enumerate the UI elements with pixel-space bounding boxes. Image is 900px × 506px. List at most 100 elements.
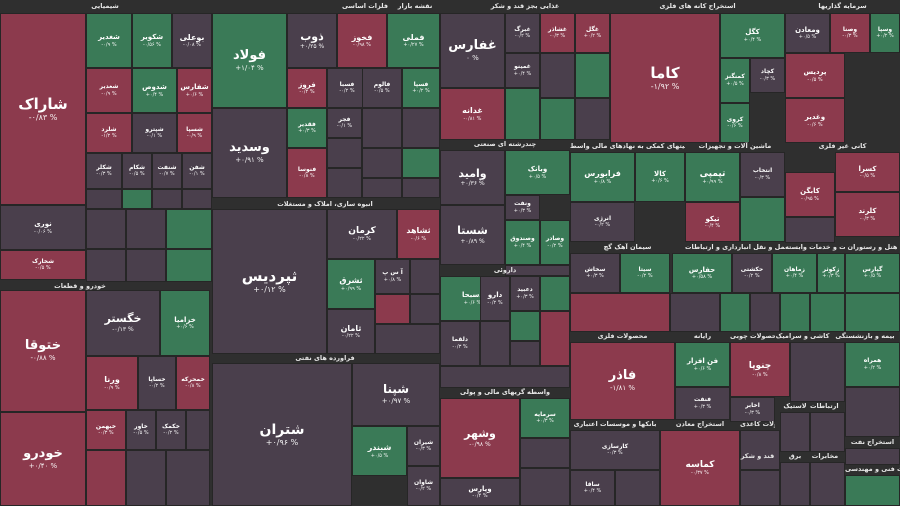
minor-stock-tile[interactable] <box>810 293 845 332</box>
stock-tile-thaman[interactable]: ثامان -۰/۲۲ % <box>327 309 375 354</box>
stock-tile-thshargh[interactable]: ثشرق +۰/۹۹ % <box>327 259 375 309</box>
stock-tile-entekhab[interactable]: انتخاب -۰/۳ % <box>740 152 785 197</box>
stock-tile-vghadir[interactable]: وغدیر -۰/۶ % <box>785 98 845 143</box>
stock-tile-kabgen[interactable]: کابگن -۰/۹۵ % <box>785 172 835 217</box>
stock-tile-shpna[interactable]: شپنا +۰/۹۷ % <box>352 363 440 426</box>
minor-stock-tile[interactable] <box>570 293 670 332</box>
minor-stock-tile[interactable] <box>540 311 570 366</box>
stock-tile-fnoosa[interactable]: فنوسا -۰/۸ % <box>287 148 327 198</box>
minor-stock-tile[interactable] <box>166 249 212 282</box>
stock-tile-thshahed[interactable]: ثشاهد -۰/۶ % <box>397 209 440 259</box>
stock-tile-sita[interactable]: سیتا -۰/۲ % <box>620 253 670 293</box>
stock-tile-vpars[interactable]: وپارس -۰/۴ % <box>440 478 520 506</box>
minor-stock-tile[interactable] <box>845 475 900 506</box>
minor-stock-tile[interactable] <box>810 412 845 452</box>
stock-tile-fjar[interactable]: فجر -۰/۱ % <box>327 108 362 138</box>
stock-tile-hfars[interactable]: حفارس +۰/۵۸ % <box>672 253 732 293</box>
stock-tile-shgadir[interactable]: شغدیر -۰/۹ % <box>86 13 132 68</box>
minor-stock-tile[interactable] <box>186 410 210 450</box>
stock-tile-gpars[interactable]: گپارس +۰/۵ % <box>845 253 900 293</box>
stock-tile-khzar[interactable]: خاور -۰/۵ % <box>126 410 156 450</box>
stock-tile-karsaz[interactable]: کارسازی -۰/۳ % <box>570 430 660 470</box>
stock-tile-shekam[interactable]: شکام -۰/۵ % <box>122 153 152 189</box>
stock-tile-khbahman[interactable]: خبهمن -۰/۳ % <box>86 410 126 450</box>
stock-tile-zkosar[interactable]: زکوثر +۰/۳ % <box>817 253 845 293</box>
stock-tile-kmase[interactable]: کماسه -۰/۳۷ % <box>660 430 740 506</box>
stock-tile-shgadir[interactable]: شغدیر -۰/۹ % <box>86 68 132 113</box>
stock-tile-verna[interactable]: ورنا -۰/۹ % <box>86 356 138 410</box>
minor-stock-tile[interactable] <box>780 462 810 506</box>
stock-tile-saqa[interactable]: ساقا +۰/۴ % <box>570 470 615 506</box>
minor-stock-tile[interactable] <box>670 293 720 332</box>
stock-tile-frabourse[interactable]: فرابورس +۰/۸ % <box>570 152 635 202</box>
minor-stock-tile[interactable] <box>540 53 575 98</box>
stock-tile-fmeli[interactable]: فملی +۰/۲۷ % <box>387 13 440 68</box>
minor-stock-tile[interactable] <box>520 468 570 506</box>
stock-tile-fqadir[interactable]: فقدیر +۰/۳ % <box>287 108 327 148</box>
stock-tile-ghgol[interactable]: غگل +۰/۲ % <box>575 13 610 53</box>
minor-stock-tile[interactable] <box>505 265 570 276</box>
minor-stock-tile[interactable] <box>740 470 780 506</box>
minor-stock-tile[interactable] <box>126 249 166 282</box>
minor-stock-tile[interactable] <box>845 448 900 465</box>
stock-tile-zob[interactable]: ذوب +۰/۲۵ % <box>287 13 337 68</box>
minor-stock-tile[interactable] <box>410 259 440 294</box>
minor-stock-tile[interactable] <box>510 341 540 366</box>
minor-stock-tile[interactable] <box>166 450 210 506</box>
minor-stock-tile[interactable] <box>362 148 402 178</box>
stock-tile-asprey[interactable]: آ س پ +۰/۸ % <box>375 259 410 294</box>
stock-tile-fnaft[interactable]: فنفت +۰/۳ % <box>675 387 730 420</box>
stock-tile-shbandar[interactable]: شبندر +۰/۵ % <box>352 426 407 476</box>
minor-stock-tile[interactable] <box>720 293 750 332</box>
stock-tile-shavan[interactable]: شاوان -۰/۲ % <box>407 466 440 506</box>
stock-tile-ghshazar[interactable]: غشاذر -۰/۳ % <box>540 13 575 53</box>
stock-tile-vsaderat[interactable]: وصادر -۰/۲ % <box>540 220 570 265</box>
minor-stock-tile[interactable] <box>166 209 212 249</box>
stock-tile-shsta[interactable]: شستا +۰/۸۹ % <box>440 205 505 265</box>
stock-tile-thpardis[interactable]: ثپردیس +۰/۱۲ % <box>212 209 327 354</box>
stock-tile-ghbarg[interactable]: غبرگ -۰/۲ % <box>505 13 540 53</box>
stock-tile-shspa[interactable]: شسپا -۰/۹ % <box>177 113 212 153</box>
stock-tile-khkaman[interactable]: خکمک -۰/۲ % <box>156 410 186 450</box>
stock-tile-shdoos[interactable]: شدوص +۰/۴ % <box>132 68 177 113</box>
minor-stock-tile[interactable] <box>520 438 570 468</box>
stock-tile-vbank[interactable]: وبانک +۰/۵ % <box>505 150 570 195</box>
stock-tile-fkhoz[interactable]: فخوز -۰/۹۸ % <box>337 13 387 68</box>
stock-tile-dloqma[interactable]: دلقما -۰/۳ % <box>440 321 480 366</box>
minor-stock-tile[interactable] <box>510 311 540 341</box>
minor-stock-tile[interactable] <box>845 293 900 332</box>
minor-stock-tile[interactable] <box>410 294 440 324</box>
minor-stock-tile[interactable] <box>740 430 780 470</box>
stock-tile-shlard[interactable]: شلرد -۱/۲ % <box>86 113 132 153</box>
stock-tile-khzamia[interactable]: خزامیا +۰/۶ % <box>160 290 210 356</box>
stock-tile-dabid[interactable]: دعبید +۰/۳ % <box>510 276 540 311</box>
stock-tile-vmaaden[interactable]: ومعادن +۰/۵ % <box>785 13 830 53</box>
stock-tile-vamid[interactable]: وامید +۰/۳۶ % <box>440 150 505 205</box>
stock-tile-fsaba[interactable]: فسبا -۰/۲ % <box>327 68 367 108</box>
stock-tile-kchad[interactable]: کچاد -۰/۳ % <box>750 58 785 93</box>
minor-stock-tile[interactable] <box>740 197 785 242</box>
minor-stock-tile[interactable] <box>540 276 570 311</box>
minor-stock-tile[interactable] <box>615 470 660 506</box>
minor-stock-tile[interactable] <box>362 178 402 198</box>
stock-tile-bouali[interactable]: بوعلی -۰/۰۸ % <box>172 13 212 68</box>
stock-tile-khodro[interactable]: خودرو +۰/۴۰ % <box>0 412 86 506</box>
minor-stock-tile[interactable] <box>86 450 126 506</box>
stock-tile-khotoga[interactable]: ختوقا -۰/۸۸ % <box>0 290 86 412</box>
minor-stock-tile[interactable] <box>362 108 402 148</box>
stock-tile-klrand[interactable]: کلرند -۰/۳ % <box>835 192 900 237</box>
minor-stock-tile[interactable] <box>810 462 845 506</box>
stock-tile-ghfars[interactable]: غفارس ۰ % <box>440 13 505 88</box>
stock-tile-sarmaye[interactable]: سرمایه +۰/۳ % <box>520 398 570 438</box>
stock-tile-hamrah[interactable]: همراه +۰/۲ % <box>845 342 900 387</box>
stock-tile-shtran[interactable]: شتران +۰/۹۶ % <box>212 363 352 506</box>
minor-stock-tile[interactable] <box>790 342 845 402</box>
minor-stock-tile[interactable] <box>785 217 835 243</box>
stock-tile-frooz[interactable]: فروز -۰/۴ % <box>287 68 327 108</box>
stock-tile-kama[interactable]: کاما -۱/۹۲ % <box>610 13 720 143</box>
minor-stock-tile[interactable] <box>780 412 810 452</box>
stock-tile-shkalar[interactable]: شکلر -۰/۳ % <box>86 153 122 189</box>
minor-stock-tile[interactable] <box>540 98 575 140</box>
stock-tile-skhash[interactable]: سخاش +۰/۳ % <box>570 253 620 293</box>
stock-tile-chenopa[interactable]: چنوپا -۰/۸ % <box>730 342 790 397</box>
